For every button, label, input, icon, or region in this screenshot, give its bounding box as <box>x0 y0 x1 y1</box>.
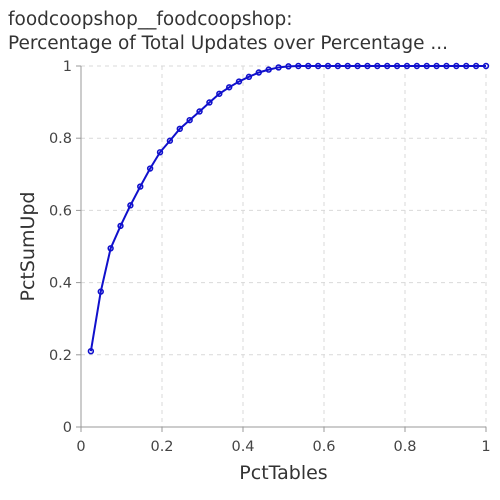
data-point <box>384 62 391 70</box>
x-tick-label: 0 <box>76 439 85 455</box>
data-point <box>463 62 470 70</box>
y-axis-title: PctSumUpd <box>17 192 39 302</box>
y-tick-label: 0.4 <box>49 276 72 292</box>
data-point <box>225 84 233 91</box>
data-point <box>403 62 411 70</box>
data-point <box>255 69 262 76</box>
x-tick-label: 0.8 <box>393 439 416 455</box>
chart-title-line-1: foodcoopshop__foodcoopshop: <box>8 9 293 30</box>
data-point <box>146 165 154 172</box>
data-point <box>176 125 183 133</box>
data-point <box>235 78 243 85</box>
grid <box>80 65 487 428</box>
series-line <box>89 65 486 352</box>
data-point <box>137 183 144 190</box>
data-point <box>107 245 114 252</box>
data-point <box>314 62 322 70</box>
data-point <box>117 222 124 230</box>
data-point <box>393 62 401 70</box>
data-point <box>443 62 450 70</box>
data-point <box>127 202 134 209</box>
data-point <box>295 62 302 70</box>
series <box>87 62 490 355</box>
data-point <box>265 66 272 73</box>
data-point <box>354 62 361 70</box>
data-point <box>275 64 282 71</box>
data-point <box>413 62 421 70</box>
data-point <box>216 90 223 97</box>
x-tick-label: 0.6 <box>312 439 335 455</box>
data-point <box>472 62 480 70</box>
tick-labels: 0 0.2 0.4 0.6 0.8 1 0 0.2 0.4 0.6 0.8 1 <box>49 59 491 455</box>
data-point <box>285 63 292 70</box>
data-point <box>453 62 460 70</box>
data-point <box>186 116 193 124</box>
y-tick-label: 0.6 <box>49 203 72 219</box>
x-axis-title: PctTables <box>239 462 327 484</box>
x-tick-label: 0.4 <box>231 439 254 455</box>
data-point <box>482 62 490 70</box>
data-point <box>156 149 164 156</box>
y-tick-label: 0.8 <box>49 131 72 147</box>
data-point <box>87 347 95 355</box>
data-point <box>433 62 440 70</box>
data-point <box>97 288 104 295</box>
x-tick-label: 0.2 <box>150 439 173 455</box>
data-point <box>374 62 381 70</box>
y-tick-label: 0.2 <box>49 348 72 364</box>
data-point <box>364 62 371 70</box>
y-tick-label: 1 <box>63 59 72 75</box>
chart-title-line-2: Percentage of Total Updates over Percent… <box>8 33 448 54</box>
data-point <box>324 62 332 70</box>
data-point <box>305 62 312 70</box>
data-point <box>245 73 253 81</box>
data-point <box>166 137 174 144</box>
data-point <box>334 62 342 70</box>
y-tick-label: 0 <box>63 420 72 436</box>
data-point <box>206 99 213 106</box>
axes <box>76 65 487 432</box>
data-point <box>344 62 351 70</box>
data-point <box>423 62 430 70</box>
x-tick-label: 1 <box>481 439 490 455</box>
data-point <box>196 108 203 115</box>
